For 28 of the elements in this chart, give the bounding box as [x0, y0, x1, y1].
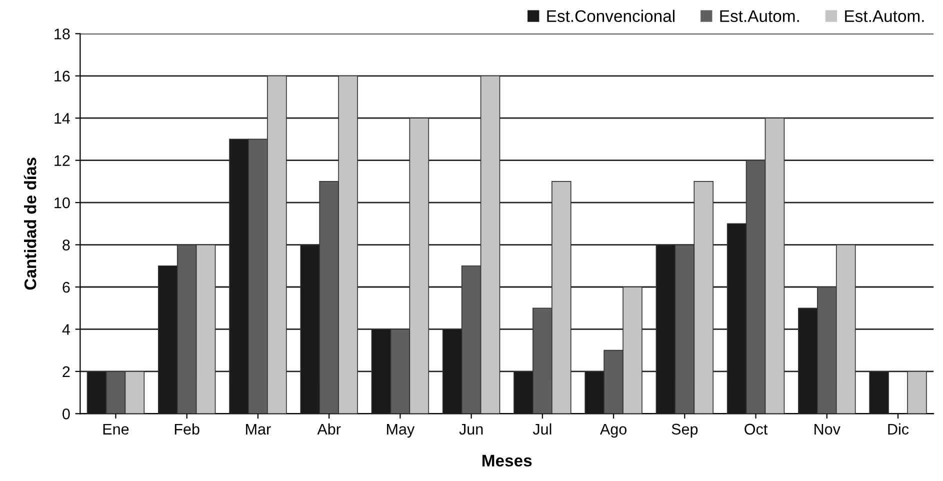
y-tick-label: 8 — [62, 240, 70, 250]
x-tick-label: Dic — [888, 423, 909, 435]
x-tick-label: Ago — [600, 424, 626, 438]
x-tick-label: Feb — [174, 423, 200, 435]
y-tick-label: 6 — [62, 282, 70, 293]
x-tick-label: May — [387, 424, 415, 438]
x-tick-label: Ene — [103, 424, 129, 435]
legend-label: Est.Convencional — [547, 10, 674, 22]
x-tick-label: Nov — [814, 424, 840, 435]
bar — [907, 371, 927, 414]
y-tick-label: 0 — [62, 408, 70, 420]
x-tick-label: Mar — [246, 424, 271, 435]
y-tick-label: 10 — [54, 197, 70, 208]
x-tick-label: Abr — [317, 423, 341, 435]
y-axis-title: Cantidad de días — [24, 158, 36, 290]
x-tick-label: Jul — [532, 423, 552, 435]
x-axis-title: Meses — [482, 454, 532, 467]
y-tick-label: 4 — [62, 324, 70, 335]
legend-label: Est.Autom. — [845, 10, 924, 22]
x-tick-label: Sep — [672, 424, 698, 438]
x-tick-label: Oct — [744, 424, 768, 435]
y-tick-label: 2 — [62, 366, 70, 377]
y-tick-label: 16 — [54, 70, 70, 82]
y-tick-label: 14 — [54, 113, 70, 124]
y-tick-label: 18 — [54, 28, 70, 40]
legend-label: Est.Autom. — [720, 10, 799, 22]
y-tick-label: 12 — [54, 155, 70, 166]
x-tick-label: Jun — [459, 424, 483, 435]
